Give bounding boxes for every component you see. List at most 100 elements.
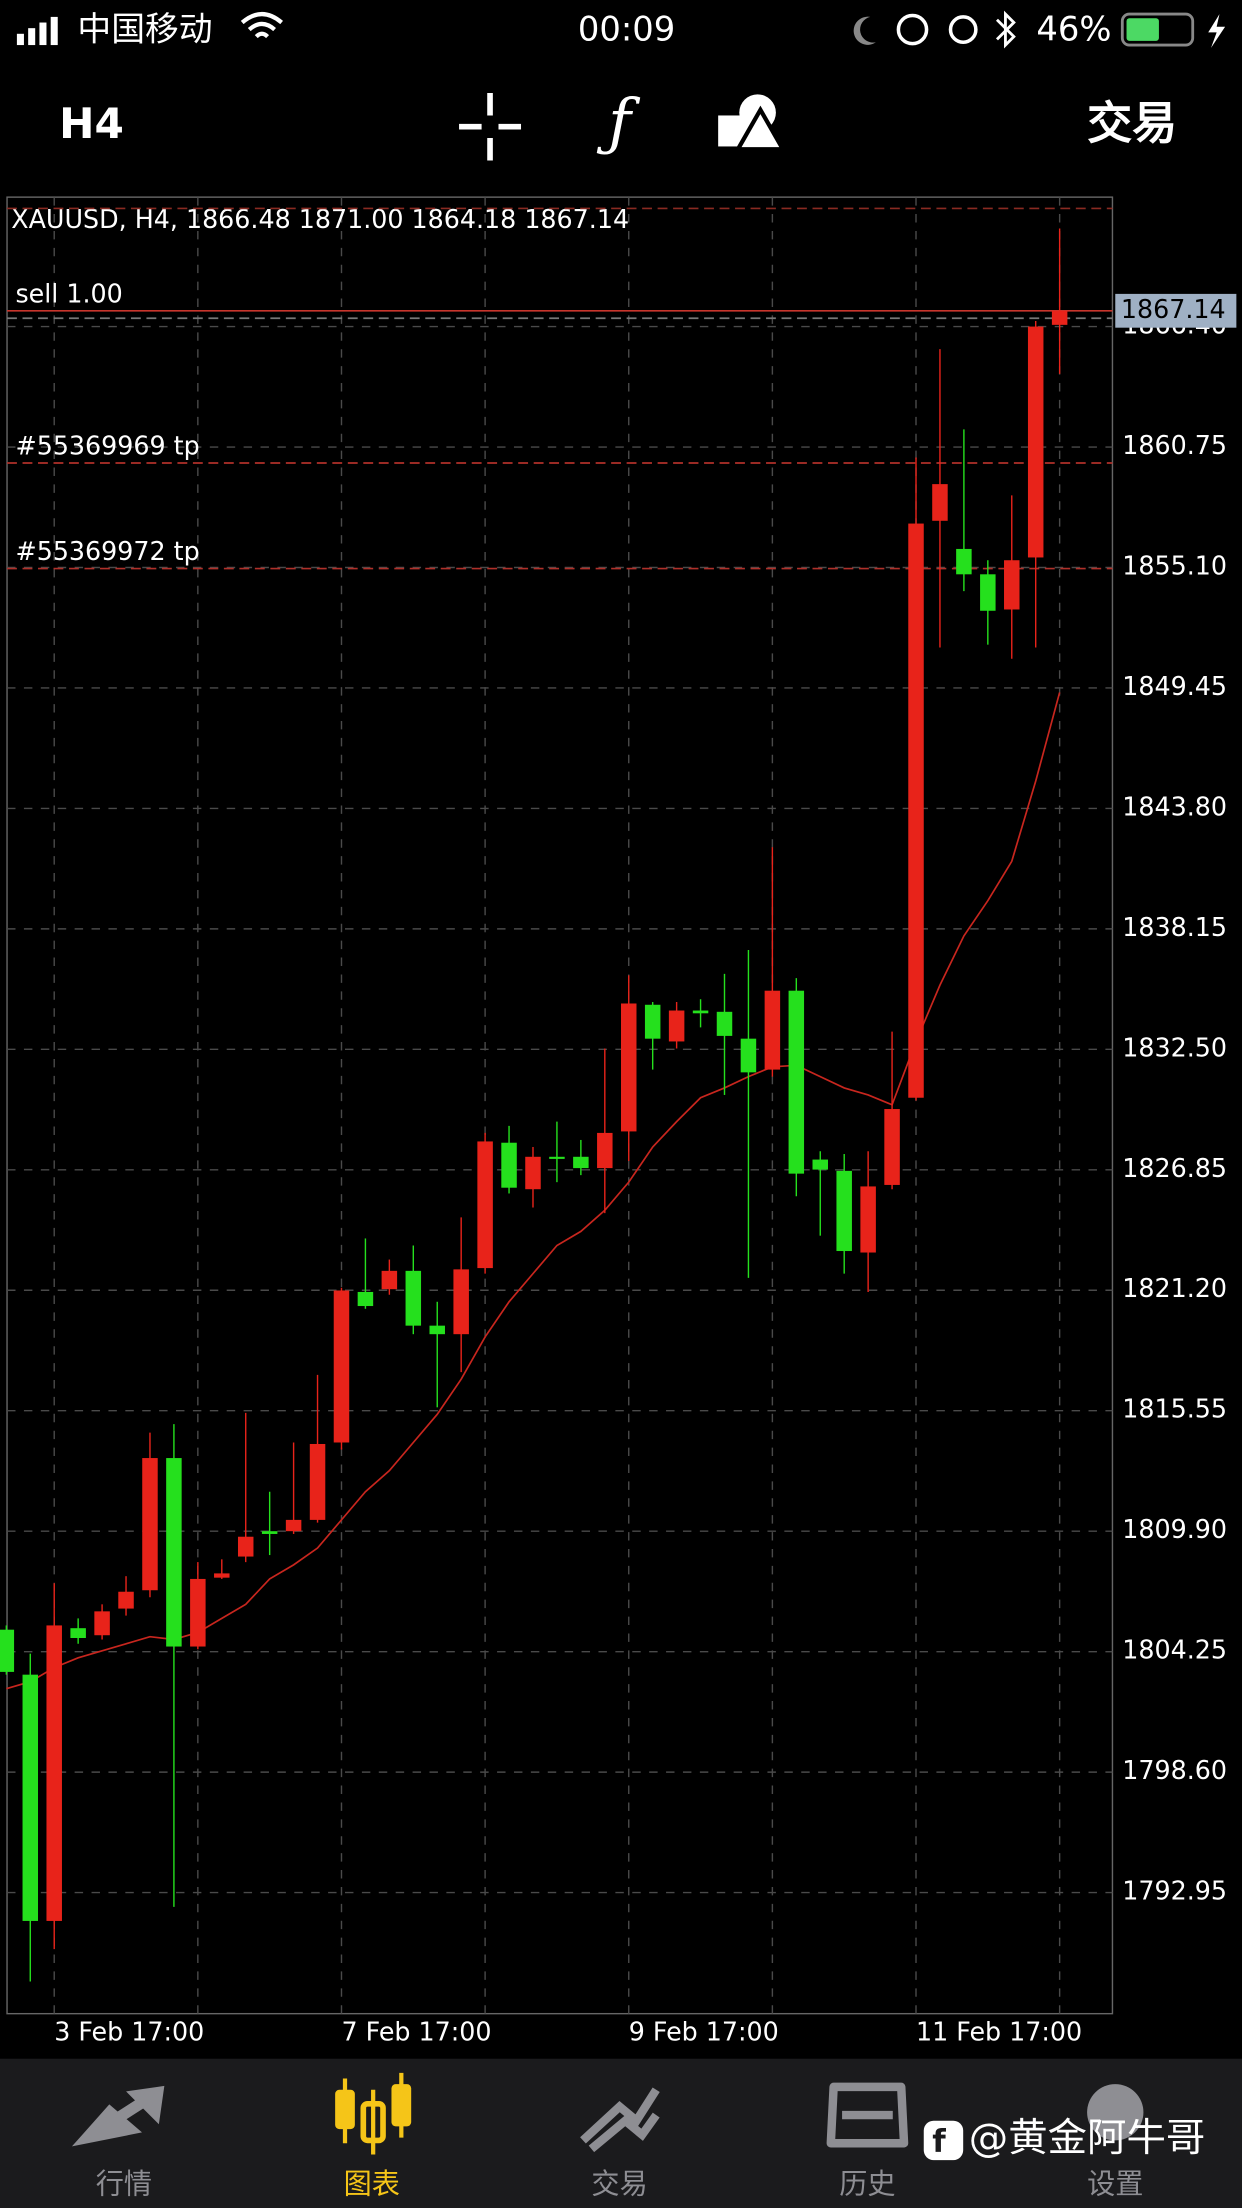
crosshair-icon[interactable] — [459, 92, 522, 161]
candle-body — [46, 1625, 62, 1921]
candle-body — [860, 1186, 876, 1253]
current-price-label: 1867.14 — [1121, 294, 1226, 324]
trade-button[interactable]: 交易 — [1087, 97, 1177, 150]
candle-body — [166, 1458, 182, 1647]
signal — [16, 33, 24, 46]
tab-label[interactable]: 交易 — [591, 2167, 647, 2200]
y-tick-label: 1804.25 — [1122, 1635, 1227, 1665]
current-price-box — [1115, 293, 1237, 328]
clock: 00:09 — [578, 9, 675, 48]
x-tick-label: 11 Feb 17:00 — [916, 2016, 1082, 2046]
tab-label[interactable]: 设置 — [1087, 2167, 1143, 2200]
candle-body — [836, 1170, 852, 1252]
trade-tab-icon — [580, 2087, 660, 2153]
order-label: sell 1.00 — [15, 278, 122, 308]
x-tick-label: 9 Feb 17:00 — [629, 2016, 779, 2046]
candle-body — [692, 1010, 709, 1014]
wifi-icon — [240, 11, 284, 39]
alarm-icon — [948, 15, 978, 45]
timeframe-button[interactable]: H4 — [59, 99, 124, 148]
candle-body — [1027, 326, 1044, 558]
chart: 1866.401860.751855.101849.451843.801838.… — [0, 196, 1237, 2046]
y-tick-label: 1838.15 — [1122, 912, 1227, 942]
candle-body — [764, 990, 781, 1070]
bluetooth-icon — [995, 10, 1016, 49]
candle-body — [908, 523, 924, 1098]
y-tick-label: 1792.95 — [1122, 1876, 1227, 1906]
tab-bar-background — [0, 2058, 1242, 2208]
candle-body — [118, 1591, 134, 1609]
tab-label[interactable]: 图表 — [344, 2167, 400, 2200]
signal — [39, 22, 47, 46]
candle-body — [621, 1003, 637, 1132]
chart-frame — [6, 196, 1114, 2015]
x-tick-label: 7 Feb 17:00 — [341, 2016, 491, 2046]
objects-icon[interactable] — [718, 94, 787, 152]
quotes-icon — [71, 2085, 165, 2147]
candle-body — [285, 1519, 302, 1532]
candle-body — [644, 1004, 661, 1039]
signal — [28, 28, 36, 46]
moon-icon — [853, 16, 876, 45]
candle-body — [980, 574, 996, 611]
y-tick-label: 1855.10 — [1122, 550, 1227, 580]
candle-body — [812, 1159, 828, 1170]
y-tick-label: 1843.80 — [1122, 791, 1227, 821]
candle-body — [740, 1038, 757, 1073]
watermark: @黄金阿牛哥 — [969, 2115, 1205, 2161]
y-tick-label: 1798.60 — [1122, 1755, 1227, 1785]
candle-body — [261, 1531, 278, 1534]
battery-text: 46% — [1036, 9, 1111, 48]
candle-body — [309, 1443, 326, 1520]
candle-body — [597, 1132, 613, 1169]
status-bar: 中国移动 00:09 46% — [16, 9, 1226, 49]
settings-tab-icon — [1087, 2084, 1144, 2141]
candle-body — [381, 1270, 398, 1290]
candle-body — [501, 1142, 517, 1188]
order-label: #55369972 tp — [15, 536, 199, 566]
y-tick-label: 1821.20 — [1122, 1273, 1227, 1303]
candle-body — [668, 1010, 685, 1042]
candle-body — [1004, 560, 1020, 610]
order-label: #55369969 tp — [15, 431, 199, 461]
tab-icon-part — [342, 2072, 404, 2155]
battery-level — [1126, 18, 1159, 41]
x-tick-label: 3 Feb 17:00 — [54, 2016, 204, 2046]
y-tick-label: 1860.75 — [1122, 430, 1227, 460]
lock-icon — [896, 13, 929, 46]
candle-body — [70, 1628, 86, 1639]
candle-body — [405, 1270, 422, 1326]
candle-body — [956, 548, 972, 575]
candle-body — [1051, 310, 1068, 325]
y-tick-label: 1826.85 — [1122, 1153, 1227, 1183]
carrier: 中国移动 — [77, 9, 212, 48]
moving-average — [6, 692, 1061, 1690]
tab-label[interactable]: 行情 — [96, 2167, 152, 2200]
candle-body — [333, 1290, 350, 1443]
candle-body — [525, 1156, 541, 1190]
y-tick-label: 1832.50 — [1122, 1032, 1227, 1062]
y-tick-label: 1815.55 — [1122, 1394, 1227, 1424]
candle-body — [932, 484, 948, 521]
y-tick-label: 1849.45 — [1122, 671, 1227, 701]
watermark-logo-letter: f — [932, 2124, 946, 2160]
candle-body — [477, 1141, 493, 1269]
y-tick-label: 1809.90 — [1122, 1514, 1227, 1544]
candle-body — [549, 1156, 565, 1159]
candle-body — [429, 1325, 445, 1335]
candle-body — [788, 990, 805, 1174]
battery — [1120, 12, 1195, 47]
candle-body — [716, 1011, 733, 1036]
tab-bar: f 行情 图表 交易 历史 设置 @黄金阿牛哥 — [0, 2058, 1242, 2208]
candle-body — [214, 1573, 230, 1578]
chart-tab-icon — [335, 2072, 412, 2155]
candle-body — [190, 1578, 206, 1647]
candle-body — [142, 1458, 158, 1591]
tab-label[interactable]: 历史 — [839, 2167, 895, 2200]
candle-body — [884, 1109, 900, 1185]
candle-body — [0, 1629, 15, 1672]
candle-body — [453, 1269, 469, 1335]
history-tab-icon — [826, 2082, 909, 2148]
